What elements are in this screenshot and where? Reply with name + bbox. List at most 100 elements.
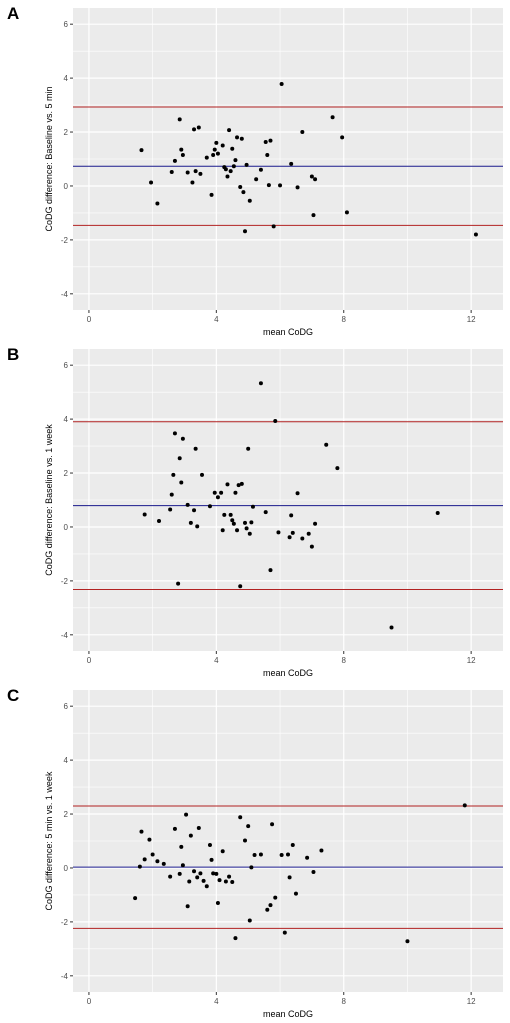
data-point <box>139 148 144 153</box>
data-point <box>220 849 225 854</box>
data-point <box>244 162 249 167</box>
data-point <box>219 490 224 495</box>
data-point <box>211 152 216 157</box>
data-point <box>238 815 243 820</box>
data-point <box>192 869 197 874</box>
data-point <box>265 152 270 157</box>
x-tick-label: 12 <box>467 997 476 1006</box>
data-point <box>222 512 227 517</box>
y-tick-label: 2 <box>64 810 69 819</box>
data-point <box>172 826 177 831</box>
data-point <box>231 521 236 526</box>
data-point <box>177 456 182 461</box>
data-point <box>212 147 217 152</box>
data-point <box>137 864 142 869</box>
data-point <box>295 185 300 190</box>
data-point <box>252 853 257 858</box>
data-point <box>198 171 203 176</box>
x-tick-label: 12 <box>467 315 476 324</box>
y-tick-label: 4 <box>64 756 69 765</box>
data-point <box>309 174 314 179</box>
data-point <box>271 224 276 229</box>
data-point <box>192 127 197 132</box>
data-point <box>300 130 305 135</box>
data-point <box>155 201 160 206</box>
data-point <box>171 472 176 477</box>
data-point <box>313 177 318 182</box>
data-point <box>238 584 243 589</box>
data-point <box>265 907 270 912</box>
data-point <box>287 875 292 880</box>
data-point <box>193 169 198 174</box>
data-point <box>289 513 294 518</box>
data-point <box>244 526 249 531</box>
data-point <box>313 521 318 526</box>
data-point <box>180 436 185 441</box>
data-point <box>185 502 190 507</box>
data-point <box>193 446 198 451</box>
data-point <box>169 169 174 174</box>
data-point <box>215 495 220 500</box>
data-point <box>462 803 467 808</box>
data-point <box>204 155 209 160</box>
panel-c: C 0 4 8 12 -4 -2 0 2 4 6 mean CoDG CoDG difference:… <box>0 682 510 1023</box>
data-point <box>195 875 200 880</box>
data-point <box>389 625 394 630</box>
data-point <box>225 482 230 487</box>
data-point <box>319 848 324 853</box>
x-axis-label: mean CoDG <box>263 327 313 337</box>
data-point <box>233 158 238 163</box>
panel-a: A 0 4 8 12 -4 -2 0 2 4 6 mean CoDG CoDG difference:… <box>0 0 510 341</box>
data-point <box>238 185 243 190</box>
data-point <box>209 192 214 197</box>
x-tick-label: 8 <box>342 656 347 665</box>
data-point <box>324 442 329 447</box>
data-point <box>177 871 182 876</box>
data-point <box>254 177 259 182</box>
y-tick-label: -4 <box>61 631 69 640</box>
data-point <box>214 140 219 145</box>
x-axis-label: mean CoDG <box>263 1009 313 1019</box>
data-point <box>196 125 201 130</box>
data-point <box>198 871 203 876</box>
data-point <box>180 863 185 868</box>
y-tick-label: 4 <box>64 415 69 424</box>
data-point <box>185 170 190 175</box>
y-tick-label: -2 <box>61 236 69 245</box>
data-point <box>233 936 238 941</box>
data-point <box>230 146 235 151</box>
x-tick-label: 0 <box>87 997 92 1006</box>
x-tick-label: 4 <box>214 315 219 324</box>
y-tick-label: 0 <box>64 182 69 191</box>
data-point <box>330 115 335 120</box>
data-point <box>311 870 316 875</box>
y-tick-label: -2 <box>61 918 69 927</box>
data-point <box>246 824 251 829</box>
x-tick-label: 0 <box>87 656 92 665</box>
data-point <box>241 190 246 195</box>
data-point <box>289 161 294 166</box>
data-point <box>235 528 240 533</box>
data-point <box>200 472 204 477</box>
data-point <box>169 492 174 497</box>
y-axis-label: CoDG difference: 5 min vs. 1 week <box>44 771 54 910</box>
data-point <box>405 939 410 944</box>
y-tick-label: 0 <box>64 523 69 532</box>
data-point <box>179 844 184 849</box>
data-point <box>230 518 235 523</box>
chart-b: 0 4 8 12 -4 -2 0 2 4 6 mean CoDG CoDG difference: B… <box>44 349 503 678</box>
data-point <box>207 504 212 509</box>
data-point <box>228 169 233 174</box>
data-point <box>184 812 189 817</box>
data-point <box>258 852 263 857</box>
data-point <box>239 481 244 486</box>
data-point <box>239 136 244 141</box>
x-tick-label: 4 <box>214 997 219 1006</box>
data-point <box>268 568 273 573</box>
data-point <box>243 229 247 234</box>
y-tick-label: 2 <box>64 128 69 137</box>
data-point <box>273 895 278 900</box>
data-point <box>249 520 254 525</box>
data-point <box>187 879 192 884</box>
x-tick-label: 0 <box>87 315 92 324</box>
